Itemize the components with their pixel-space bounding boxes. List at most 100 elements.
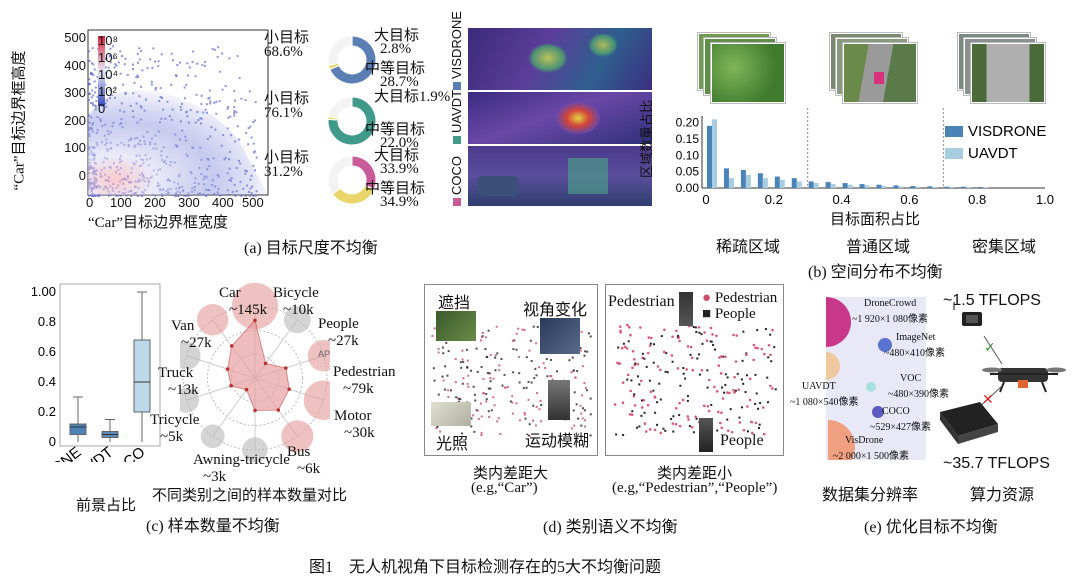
car-feature-point <box>470 369 473 372</box>
bar-visdrone <box>774 176 780 188</box>
size-donut-visdrone <box>327 35 377 85</box>
car-feature-point <box>457 400 460 403</box>
donut-small-pct: 76.1% <box>264 105 303 121</box>
scatter-point <box>174 74 177 77</box>
pedestrian-point <box>613 403 617 406</box>
pedestrian-point <box>677 336 680 339</box>
scatter-point <box>109 47 112 50</box>
pedestrian-point <box>675 407 678 410</box>
scatter-point <box>131 63 134 66</box>
car-feature-point <box>572 409 575 412</box>
pedestrian-point <box>659 431 663 435</box>
visdrone-heatmap-image <box>468 28 652 90</box>
label-resolution: 数据集分辨率 <box>822 487 919 504</box>
car-feature-point <box>466 366 469 369</box>
pedestrian-point <box>754 346 757 350</box>
dataset-name: VOC <box>900 373 922 384</box>
scatter-point <box>115 64 118 67</box>
scatter-point <box>253 150 256 153</box>
donut-small-pct: 31.2% <box>264 164 303 180</box>
label-viewpoint: 视角变化 <box>523 302 588 319</box>
people-point <box>637 375 640 378</box>
bar-y-tick: 0.00 <box>676 181 700 195</box>
car-feature-point <box>501 384 504 387</box>
car-feature-point <box>589 434 592 437</box>
people-point <box>686 395 689 398</box>
pedestrian-point <box>734 360 738 363</box>
car-feature-point <box>467 385 470 388</box>
scatter-point <box>244 194 247 197</box>
people-point <box>712 343 715 346</box>
scatter-point <box>94 105 97 108</box>
donut-small-pct: 68.6% <box>264 44 303 60</box>
scatter-point <box>201 63 204 66</box>
scatter-point <box>92 104 95 107</box>
scatter-point <box>209 102 212 105</box>
car-feature-point <box>461 432 464 435</box>
scatter-point <box>217 46 220 49</box>
car-feature-point <box>488 372 491 375</box>
people-point <box>622 342 625 345</box>
scatter-point <box>157 60 160 63</box>
scatter-point <box>88 50 91 53</box>
car-feature-point <box>479 339 482 342</box>
scatter-point <box>183 194 186 197</box>
box-y-tick: 0 <box>49 434 56 449</box>
people-point <box>630 379 633 382</box>
scatter-point <box>92 63 95 66</box>
people-point <box>636 426 639 429</box>
car-feature-point <box>540 420 543 423</box>
pedestrian-point <box>720 411 723 414</box>
people-point <box>723 391 726 394</box>
car-feature-point <box>459 361 462 364</box>
legend-visdrone: VISDRONE <box>968 123 1046 140</box>
scatter-point <box>224 85 227 88</box>
radar-title: 不同类别之间的样本数量对比 <box>152 488 348 504</box>
scatter-point <box>252 164 255 167</box>
scatter-point <box>140 85 143 88</box>
scatter-point <box>97 194 100 197</box>
pedestrian-point <box>718 356 721 359</box>
donut-slice <box>327 96 377 146</box>
people-point <box>754 373 757 376</box>
people-point <box>773 346 776 349</box>
car-feature-point <box>533 377 536 380</box>
donut-large-pct: 2.8% <box>380 41 412 57</box>
people-point <box>634 362 637 365</box>
label-coco: COCO <box>449 156 464 206</box>
pedestrian-point <box>728 391 731 395</box>
people-point <box>689 353 692 356</box>
scatter-x-tick-0: 0 <box>86 195 94 210</box>
car-feature-point <box>511 401 514 404</box>
pedestrian-point <box>639 326 642 329</box>
people-point <box>645 365 648 368</box>
bar-uavdt <box>813 183 819 188</box>
pedestrian-point <box>641 356 644 360</box>
people-point <box>713 348 716 351</box>
cross-icon: ✕ <box>982 391 994 407</box>
pedestrian-point <box>633 404 637 407</box>
people-point <box>706 386 709 389</box>
people-point <box>757 407 760 410</box>
scatter-point <box>122 83 125 86</box>
car-feature-point <box>570 427 573 430</box>
pedestrian-point <box>754 421 758 425</box>
car-feature-point <box>580 412 583 415</box>
people-point <box>640 399 643 402</box>
people-point <box>701 342 704 345</box>
scatter-point <box>132 67 135 70</box>
car-feature-point <box>515 332 518 335</box>
car-feature-point <box>536 326 539 329</box>
car-feature-point <box>458 397 461 400</box>
scatter-point <box>187 194 190 197</box>
bar-xlabel: 目标面积占比 <box>830 212 921 228</box>
scatter-point <box>228 57 231 60</box>
car-feature-point <box>546 375 549 378</box>
scatter-point <box>205 194 208 197</box>
pedestrian-point <box>629 389 633 393</box>
car-feature-point <box>489 387 492 390</box>
people-point <box>774 388 777 391</box>
radar-class-name: Bicycle <box>273 285 319 301</box>
car-feature-point <box>524 417 527 420</box>
people-point <box>643 357 646 360</box>
